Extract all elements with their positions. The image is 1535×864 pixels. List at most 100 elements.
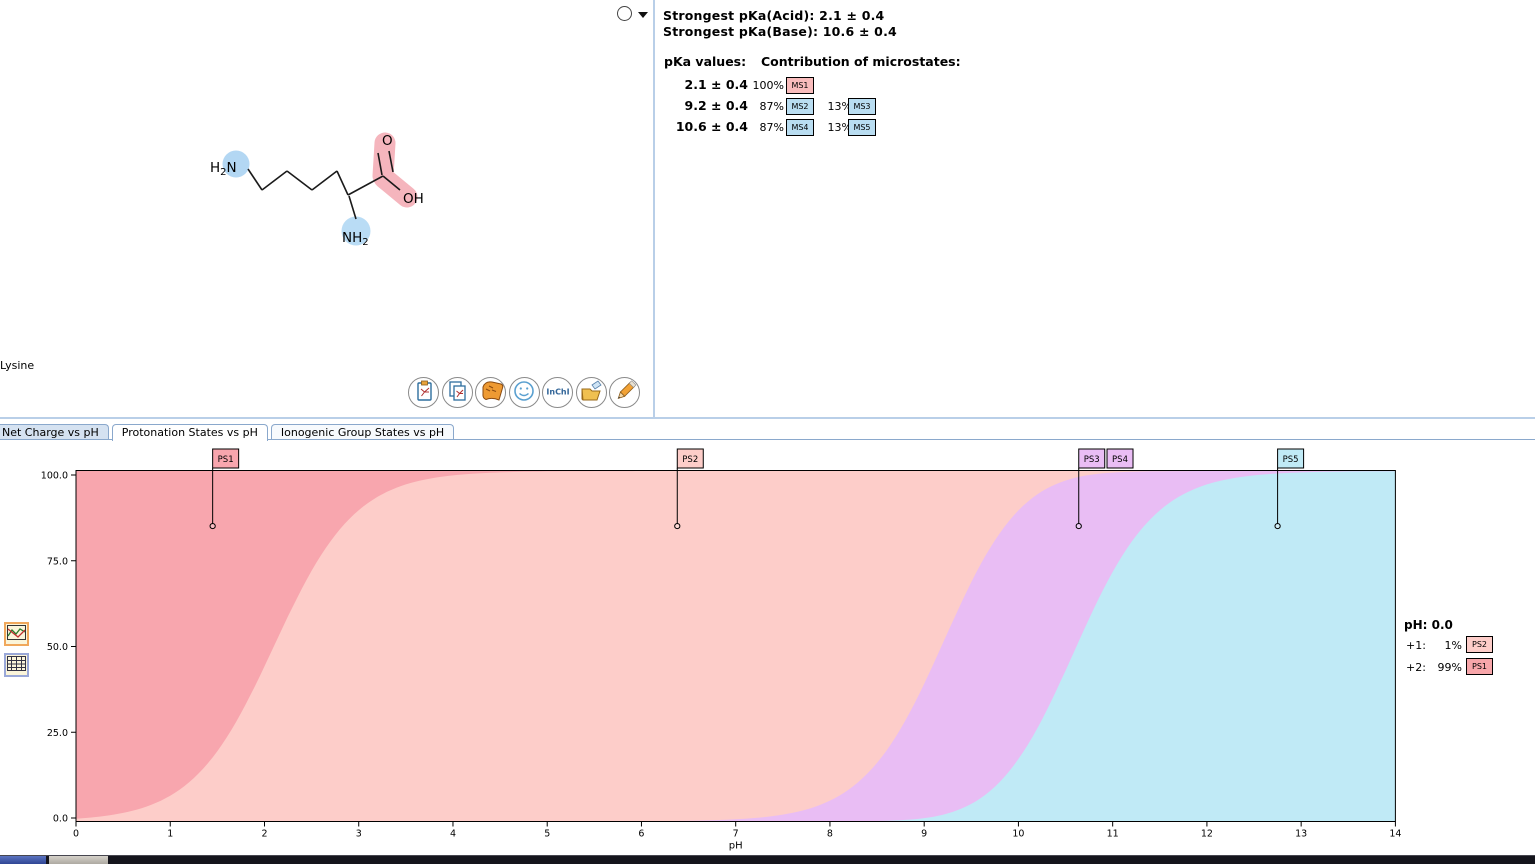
microstate-percent: 13% (827, 121, 852, 134)
y-tick-label: 100.0 (41, 471, 68, 482)
x-tick-label: 4 (450, 829, 456, 840)
marker-badge[interactable] (1106, 448, 1134, 469)
microstate-badge-ms4[interactable]: MS4 (786, 119, 814, 136)
y-tick-label: 50.0 (47, 642, 68, 653)
chart-tabbar: Net Charge vs pH Protonation States vs pH… (0, 424, 455, 441)
protonation-chart-panel: 0.0 25.0 50.0 75.0 100.0 0 1 2 3 4 5 6 7 8 9 10 11 12 13 14… (0, 440, 1535, 855)
chart-view-button[interactable] (4, 622, 29, 646)
marker-handle[interactable] (209, 522, 216, 530)
legend-percent: 99% (1437, 661, 1462, 674)
marker-badge[interactable] (212, 448, 240, 469)
marker-handle[interactable] (1075, 522, 1082, 530)
x-tick-label: 13 (1295, 829, 1307, 840)
marker-label: PS4 (1112, 455, 1128, 465)
atom-label-carbonyl-oxygen: O (382, 133, 393, 149)
marker-handle[interactable] (674, 522, 681, 530)
pka-value: 2.1 ± 0.4 (684, 77, 748, 92)
tab-ionogenic-group-states-vs-ph[interactable]: Ionogenic Group States vs pH (270, 424, 455, 439)
copy-structure-icon (443, 377, 471, 409)
strongest-base-pka: Strongest pKa(Base): 10.6 ± 0.4 (663, 24, 897, 39)
paste-structure-button[interactable] (408, 377, 439, 408)
basic-site-highlight (341, 216, 371, 246)
tab-net-charge-vs-ph[interactable]: Net Charge vs pH (0, 424, 109, 439)
edit-pencil-button[interactable] (609, 377, 640, 408)
legend-badge-ps1[interactable]: PS1 (1466, 658, 1493, 675)
x-tick-label: 8 (827, 829, 833, 840)
microstate-badge-ms3[interactable]: MS3 (848, 98, 876, 115)
basic-site-highlight (222, 150, 250, 178)
pka-value: 9.2 ± 0.4 (684, 98, 748, 113)
x-tick-label: 5 (544, 829, 550, 840)
microstate-percent: 13% (827, 100, 852, 113)
marker-badge[interactable] (1078, 448, 1106, 469)
x-tick-label: 3 (356, 829, 362, 840)
microstate-badge-ms1[interactable]: MS1 (786, 77, 814, 94)
x-tick-label: 2 (261, 829, 267, 840)
taskbar[interactable] (0, 855, 1535, 864)
legend-ph-value: pH: 0.0 (1404, 618, 1453, 632)
marker-ps1[interactable]: PS1 (209, 448, 240, 530)
microstate-badge-ms5[interactable]: MS5 (848, 119, 876, 136)
atom-label-hydroxyl: OH (403, 191, 424, 207)
strongest-acid-pka: Strongest pKa(Acid): 2.1 ± 0.4 (663, 8, 885, 23)
contribution-header: Contribution of microstates: (761, 54, 961, 69)
inchi-button[interactable]: InChI (542, 377, 573, 408)
atom-label-epsilon-amine: H2N (210, 160, 237, 178)
taskbar-start-button[interactable] (0, 856, 46, 864)
marker-badge[interactable] (676, 448, 704, 469)
microstate-percent: 87% (759, 121, 784, 134)
tabstrip-border (0, 439, 1535, 440)
open-folder-button[interactable] (575, 377, 607, 408)
ph-composition-legend: pH: 0.0 +1: 1% PS2 +2: 99% PS1 (1404, 618, 1532, 680)
legend-badge-ps2[interactable]: PS2 (1466, 636, 1493, 653)
circle-icon (617, 6, 632, 21)
legend-row: +1: 1% PS2 (1404, 636, 1532, 658)
taskbar-app-button[interactable] (49, 856, 108, 864)
x-axis-title: pH (729, 841, 743, 852)
molecule-panel: H2N NH2 O OH Lysine InChI (0, 0, 654, 417)
marker-ps5[interactable]: PS5 (1274, 448, 1305, 530)
molecule-toolbar: InChI (408, 377, 640, 411)
microstate-badge-ms2[interactable]: MS2 (786, 98, 814, 115)
x-tick-label: 7 (733, 829, 739, 840)
tab-protonation-states-vs-ph[interactable]: Protonation States vs pH (111, 424, 268, 441)
legend-row: +2: 99% PS1 (1404, 658, 1532, 680)
edit-pencil-icon (611, 377, 639, 409)
display-style-button[interactable] (612, 3, 652, 25)
marker-ps4[interactable]: PS4 (1106, 448, 1134, 469)
line-chart-icon (7, 625, 26, 640)
pka-results-panel: Strongest pKa(Acid): 2.1 ± 0.4 Strongest… (656, 0, 1535, 417)
pka-values-header: pKa values: (664, 54, 747, 69)
x-tick-label: 6 (638, 829, 644, 840)
smiles-smiley-icon (510, 377, 538, 409)
marker-handle[interactable] (1274, 522, 1281, 530)
compound-name: Lysine (0, 359, 35, 372)
book-button[interactable] (475, 377, 506, 408)
microstate-percent: 100% (752, 79, 784, 92)
copy-structure-button[interactable] (441, 377, 473, 409)
table-view-button[interactable] (4, 653, 29, 677)
marker-badge[interactable] (1277, 448, 1305, 469)
inchi-icon: InChI (543, 377, 573, 409)
ps5-area (76, 471, 1396, 822)
svg-text:InChI: InChI (546, 387, 569, 396)
acidic-site-highlight (373, 167, 418, 208)
x-tick-label: 14 (1389, 829, 1401, 840)
x-tick-label: 9 (921, 829, 927, 840)
x-tick-label: 0 (73, 829, 79, 840)
vertical-splitter[interactable] (653, 0, 655, 418)
smiles-smiley-button[interactable] (508, 377, 540, 409)
book-icon (477, 377, 505, 409)
marker-ps3[interactable]: PS3 (1075, 448, 1106, 530)
chevron-down-icon (638, 12, 648, 18)
horizontal-splitter[interactable] (0, 417, 1535, 419)
marker-label: PS3 (1084, 455, 1100, 465)
pka-value: 10.6 ± 0.4 (675, 119, 748, 134)
y-tick-label: 75.0 (47, 556, 68, 567)
marker-label: PS2 (682, 455, 698, 465)
bond-skeleton (247, 150, 401, 220)
marker-ps2[interactable]: PS2 (674, 448, 704, 530)
atom-label-alpha-amine: NH2 (342, 230, 369, 248)
